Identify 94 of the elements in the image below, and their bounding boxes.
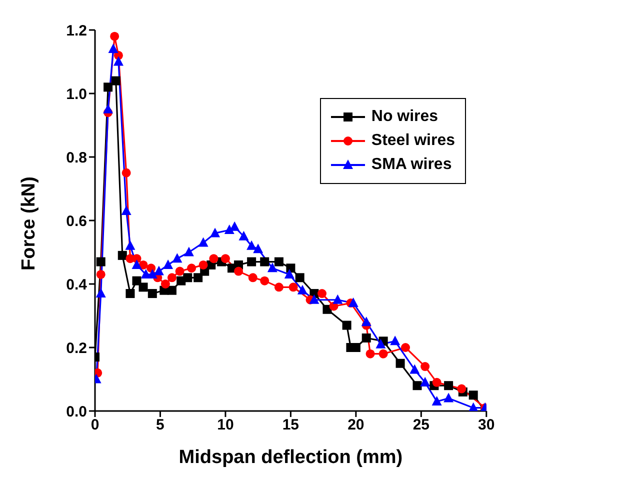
point <box>198 237 208 247</box>
point <box>104 82 113 92</box>
point <box>234 266 244 276</box>
y-tick-label: 0.4 <box>66 276 88 294</box>
point <box>468 402 478 411</box>
point <box>362 333 371 342</box>
point <box>167 286 176 295</box>
point <box>108 44 118 54</box>
point <box>183 273 192 282</box>
point <box>154 266 164 276</box>
point <box>286 264 296 273</box>
point <box>260 257 270 266</box>
point <box>309 294 320 304</box>
point <box>198 260 208 270</box>
point <box>247 257 256 266</box>
y-tick-label: 1.2 <box>66 22 87 40</box>
point <box>253 244 264 254</box>
point <box>412 381 422 390</box>
point <box>113 56 124 66</box>
point <box>103 104 114 114</box>
point <box>432 396 442 406</box>
point <box>121 205 132 215</box>
x-tick-label: 25 <box>412 416 430 434</box>
point <box>401 343 410 352</box>
point <box>410 364 420 374</box>
point <box>148 289 157 298</box>
point <box>378 349 388 358</box>
point <box>96 288 106 298</box>
point <box>390 336 400 346</box>
y-tick-label: 0.6 <box>66 212 87 230</box>
point <box>432 378 442 387</box>
point <box>184 246 194 256</box>
point <box>348 298 358 308</box>
point <box>295 273 304 282</box>
point <box>274 282 284 292</box>
point <box>187 264 196 273</box>
point <box>220 254 230 264</box>
point <box>172 253 182 263</box>
point <box>246 240 257 250</box>
point <box>194 273 203 282</box>
point <box>376 338 386 348</box>
point <box>126 289 135 298</box>
point <box>122 168 131 178</box>
point <box>138 282 148 292</box>
x-tick-label: 15 <box>282 416 300 434</box>
point <box>342 320 352 330</box>
point <box>468 390 478 400</box>
point <box>288 282 298 292</box>
point <box>96 257 106 266</box>
point <box>420 362 430 372</box>
point <box>274 257 284 266</box>
point <box>366 349 375 358</box>
point <box>132 259 142 269</box>
point <box>248 273 258 282</box>
y-tick-label: 0.2 <box>66 340 87 357</box>
point <box>396 358 405 368</box>
point <box>163 259 174 269</box>
point <box>160 280 170 288</box>
y-tick-label: 1.0 <box>66 86 87 103</box>
point <box>230 221 240 231</box>
point <box>318 289 327 298</box>
legend-label: No wires <box>371 108 438 126</box>
point <box>284 268 294 278</box>
x-tick-label: 20 <box>348 416 364 434</box>
x-axis-title: Midspan deflection (mm) <box>178 447 403 468</box>
x-tick-label: 5 <box>156 416 164 434</box>
point <box>175 266 184 276</box>
point <box>210 228 220 238</box>
x-tick-label: 0 <box>90 416 100 434</box>
legend-label: Steel wires <box>371 132 455 150</box>
point <box>118 250 127 260</box>
point <box>209 254 218 264</box>
point <box>260 276 270 286</box>
point <box>132 276 142 286</box>
y-axis-title: Force (kN) <box>18 176 40 270</box>
x-tick-label: 10 <box>217 416 234 434</box>
point <box>125 240 136 250</box>
point <box>457 384 466 394</box>
point <box>167 273 176 282</box>
y-tick-label: 0.0 <box>66 403 87 420</box>
point <box>111 76 120 86</box>
point <box>332 294 343 304</box>
point <box>444 381 454 390</box>
y-tick-label: 0.8 <box>66 149 87 166</box>
point <box>420 376 430 386</box>
point <box>110 32 120 41</box>
point <box>297 284 308 294</box>
point <box>267 262 278 272</box>
point <box>444 392 454 402</box>
point <box>96 270 106 279</box>
x-tick-label: 30 <box>478 416 495 434</box>
legend-label: SMA wires <box>371 156 452 174</box>
point <box>361 316 372 326</box>
point <box>238 230 249 240</box>
